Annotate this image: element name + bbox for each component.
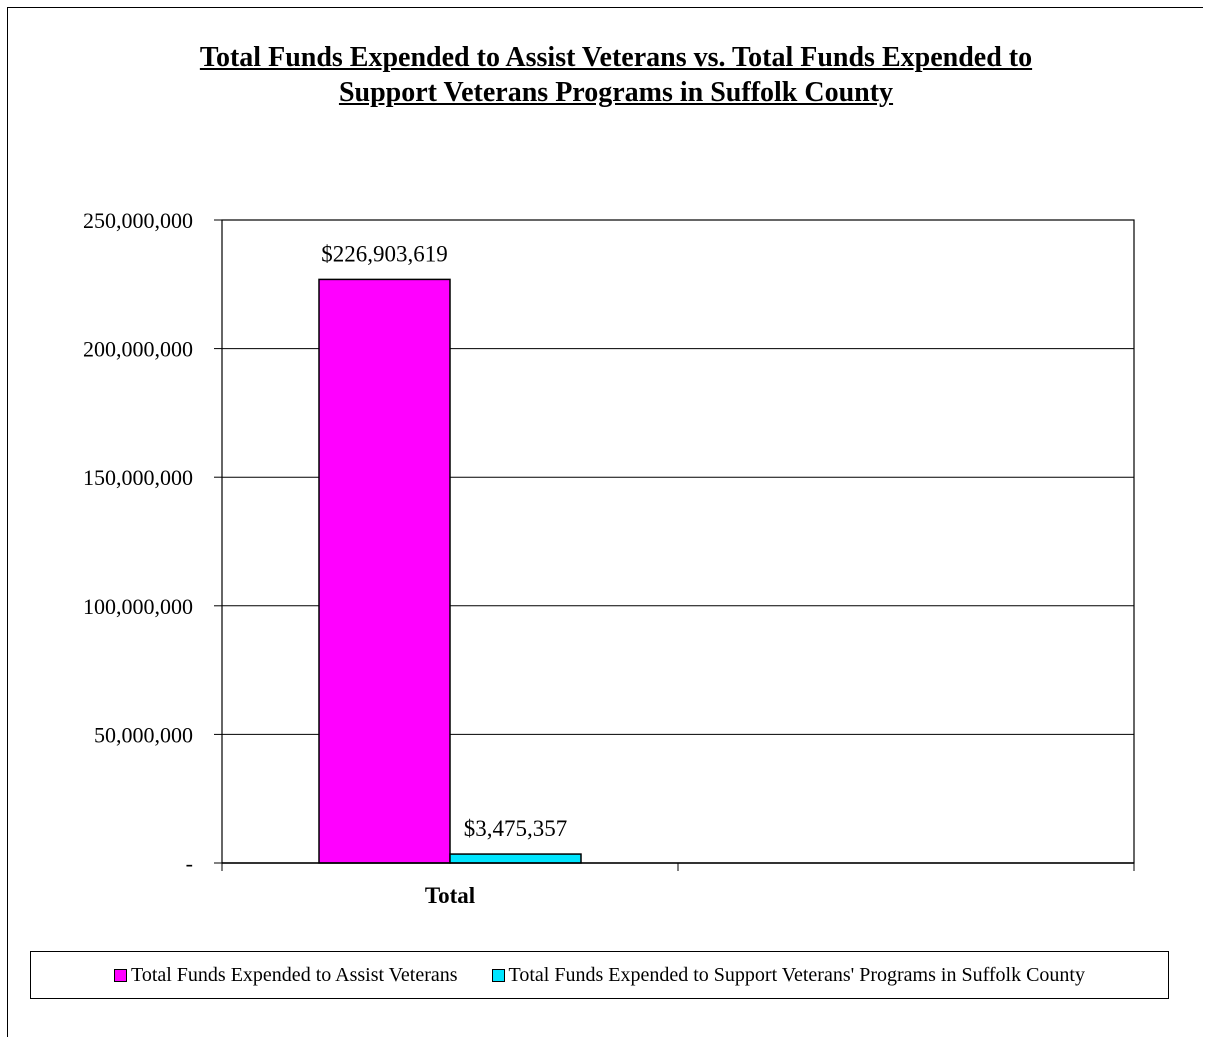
data-labels: $226,903,619 $3,475,357	[321, 241, 567, 841]
data-label-support-programs: $3,475,357	[464, 816, 568, 841]
bar-support-programs	[449, 853, 582, 864]
chart-title-line-1: Total Funds Expended to Assist Veterans …	[199, 42, 1033, 73]
chart-title-line-2: Support Veterans Programs in Suffolk Cou…	[338, 77, 894, 108]
y-tick-label: 200,000,000	[83, 337, 193, 362]
legend: Total Funds Expended to Assist Veterans …	[30, 951, 1169, 999]
bars	[318, 278, 582, 864]
y-tick-label: 100,000,000	[83, 594, 193, 619]
legend-swatch-assist-veterans	[114, 968, 127, 982]
legend-item-support-programs: Total Funds Expended to Support Veterans…	[491, 963, 1085, 987]
chart-frame	[7, 7, 1203, 1037]
data-label-assist-veterans: $226,903,619	[321, 241, 448, 266]
x-category-label: Total	[425, 883, 475, 908]
y-tick-label: 250,000,000	[83, 208, 193, 233]
bar-assist-veterans	[318, 278, 451, 864]
y-axis-ticks: - 50,000,000 100,000,000 150,000,000 200,000…	[83, 208, 222, 876]
legend-item-assist-veterans: Total Funds Expended to Assist Veterans	[114, 964, 458, 987]
x-axis: Total	[221, 862, 1135, 908]
chart-title: Total Funds Expended to Assist Veterans …	[0, 40, 1207, 110]
y-tick-label: 150,000,000	[83, 465, 193, 490]
y-tick-label: -	[186, 851, 193, 876]
y-tick-label: 50,000,000	[94, 722, 193, 747]
legend-label-assist-veterans: Total Funds Expended to Assist Veterans	[131, 963, 458, 986]
legend-swatch-support-programs	[491, 968, 505, 982]
legend-label-support-programs: Total Funds Expended to Support Veterans…	[508, 963, 1085, 986]
